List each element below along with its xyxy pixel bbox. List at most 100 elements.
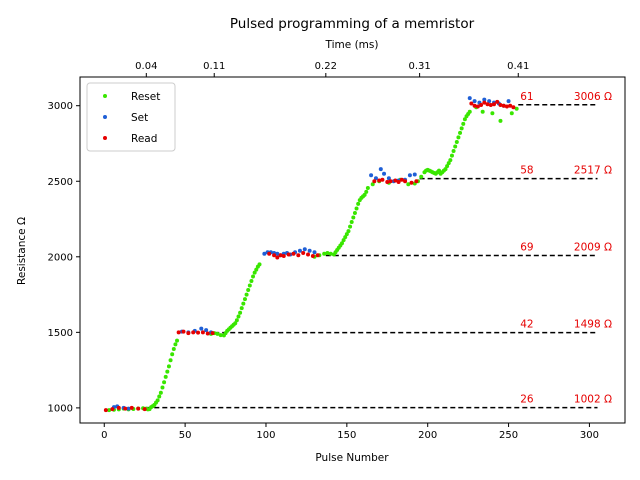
reset-point	[234, 318, 239, 323]
reset-point	[328, 251, 333, 256]
read-point	[377, 178, 382, 183]
read-point	[479, 102, 484, 107]
set-point	[297, 248, 302, 253]
reset-point	[351, 215, 356, 220]
read-point	[196, 330, 201, 335]
set-point	[412, 172, 417, 177]
level-lines	[146, 104, 598, 409]
read-point	[110, 407, 115, 412]
read-point	[142, 407, 147, 412]
reset-point	[236, 314, 241, 319]
read-point	[385, 180, 390, 185]
read-point	[501, 103, 506, 108]
set-point	[307, 248, 312, 253]
reset-point	[456, 135, 461, 140]
top-axis-label: Time (ms)	[325, 39, 379, 51]
level-annotations: 26 1002 Ω 42 1498 Ω 69 2009 Ω 58 2517 Ω 61 3006 Ω	[520, 91, 612, 406]
level-value-3: 2517 Ω	[574, 165, 612, 177]
read-point	[278, 253, 283, 258]
y-axis-label: Resistance Ω	[16, 217, 28, 285]
reset-point	[352, 210, 357, 215]
legend-reset-marker	[103, 94, 107, 98]
read-point	[136, 406, 141, 411]
reset-point	[480, 109, 485, 114]
legend-reset-label: Reset	[131, 91, 160, 103]
level-value-0: 1002 Ω	[574, 394, 612, 406]
read-point	[414, 179, 419, 184]
reset-point	[325, 251, 330, 256]
reset-point	[454, 139, 459, 144]
x-tick-label: 150	[337, 430, 356, 441]
reset-point	[238, 310, 243, 315]
reset-point	[157, 394, 162, 399]
set-point	[312, 250, 317, 255]
read-point	[286, 252, 291, 257]
set-point	[199, 326, 204, 331]
level-count-4: 61	[520, 91, 533, 103]
reset-point	[171, 346, 176, 351]
y-tick-label: 3000	[48, 101, 73, 112]
read-point	[380, 177, 385, 182]
reset-point	[168, 358, 173, 363]
legend-set-label: Set	[131, 112, 148, 124]
set-point	[407, 173, 412, 178]
reset-point	[160, 385, 165, 390]
reset-point	[490, 111, 495, 116]
level-count-3: 58	[520, 165, 533, 177]
reset-point	[215, 331, 220, 336]
reset-point	[165, 369, 170, 374]
legend: Reset Set Read	[86, 82, 176, 152]
reset-point	[437, 168, 442, 173]
y-tick-label: 2000	[48, 252, 73, 263]
reset-point	[257, 262, 262, 267]
reset-point	[348, 224, 353, 229]
reset-point	[459, 126, 464, 131]
legend-set-marker	[103, 115, 107, 119]
data-points	[103, 96, 519, 413]
plot-frame	[79, 76, 626, 424]
reset-point	[158, 390, 163, 395]
reset-point	[155, 398, 160, 403]
read-point	[129, 405, 134, 410]
read-point	[403, 179, 408, 184]
reset-point	[356, 201, 361, 206]
reset-point	[239, 306, 244, 311]
reset-point	[451, 149, 456, 154]
read-point	[469, 101, 474, 106]
legend-read-marker	[103, 136, 107, 140]
reset-point	[162, 380, 167, 385]
read-point	[267, 251, 272, 256]
reset-point	[247, 283, 252, 288]
top-tick-label: 0.31	[408, 61, 430, 72]
set-point	[302, 247, 307, 252]
reset-point	[249, 278, 254, 283]
read-point	[310, 254, 315, 259]
reset-point	[218, 333, 223, 338]
reset-point	[254, 267, 259, 272]
read-point	[315, 253, 320, 258]
reset-point	[339, 241, 344, 246]
read-point	[176, 330, 181, 335]
reset-point	[170, 352, 175, 357]
reset-point	[175, 338, 180, 343]
x-tick-label: 250	[499, 430, 518, 441]
level-count-0: 26	[520, 394, 534, 406]
x-tick-label: 200	[418, 430, 437, 441]
read-point	[504, 104, 509, 109]
reset-point	[163, 374, 168, 379]
x-tick-label: 100	[256, 430, 275, 441]
legend-read-label: Read	[131, 133, 157, 145]
level-value-2: 2009 Ω	[574, 241, 612, 253]
top-tick-label: 0.04	[135, 61, 157, 72]
reset-point	[461, 121, 466, 126]
reset-point	[346, 229, 351, 234]
read-point	[191, 330, 196, 335]
set-point	[382, 171, 387, 176]
reset-point	[449, 153, 454, 158]
reset-point	[173, 342, 178, 347]
set-point	[467, 96, 472, 101]
reset-point	[446, 161, 451, 166]
set-point	[373, 176, 378, 181]
